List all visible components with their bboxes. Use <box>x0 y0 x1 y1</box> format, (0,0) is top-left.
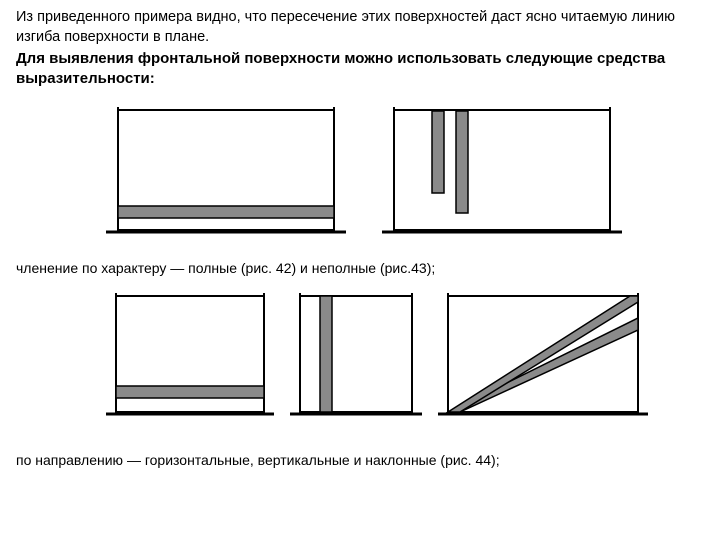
figure-44-vertical <box>290 290 422 428</box>
figure-44-diagonal <box>438 290 648 428</box>
section-heading: Для выявления фронтальной поверхности мо… <box>16 49 704 90</box>
caption-2: по направлению — горизонтальные, вертика… <box>16 452 704 468</box>
figure-row-2 <box>16 290 704 428</box>
caption-1: членение по характеру — полные (рис. 42)… <box>16 260 704 276</box>
figure-44-horizontal <box>106 290 274 428</box>
figure-42 <box>106 104 346 244</box>
figure-row-1 <box>16 104 704 244</box>
figure-43 <box>382 104 622 244</box>
intro-text: Из приведенного примера видно, что перес… <box>16 8 704 47</box>
